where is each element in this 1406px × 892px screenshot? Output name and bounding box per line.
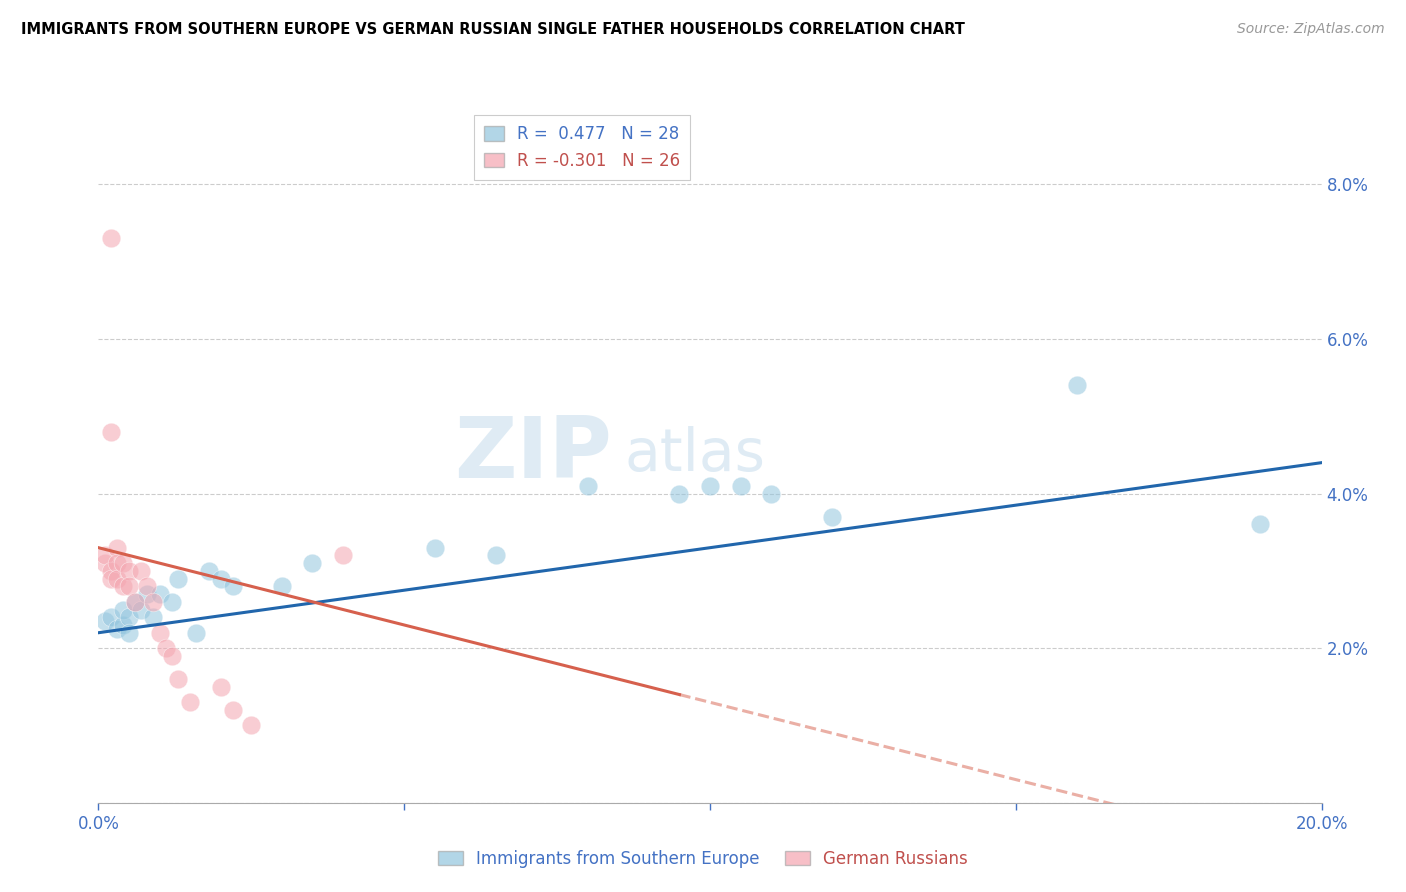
Point	[186, 625, 208, 640]
Point	[240, 718, 263, 732]
Point	[1249, 517, 1271, 532]
Point	[160, 648, 183, 663]
Point	[124, 595, 146, 609]
Point	[105, 541, 128, 555]
Point	[423, 541, 446, 555]
Point	[332, 549, 354, 563]
Point	[759, 486, 782, 500]
Text: Source: ZipAtlas.com: Source: ZipAtlas.com	[1237, 22, 1385, 37]
Point	[105, 572, 128, 586]
Text: ZIP: ZIP	[454, 413, 612, 497]
Point	[118, 579, 141, 593]
Point	[576, 479, 599, 493]
Point	[730, 479, 752, 493]
Point	[668, 486, 690, 500]
Point	[222, 579, 245, 593]
Point	[105, 556, 128, 570]
Point	[149, 587, 172, 601]
Point	[209, 572, 232, 586]
Point	[270, 579, 292, 593]
Point	[485, 549, 508, 563]
Point	[93, 614, 115, 628]
Legend: R =  0.477   N = 28, R = -0.301   N = 26: R = 0.477 N = 28, R = -0.301 N = 26	[474, 115, 690, 179]
Point	[100, 425, 122, 439]
Point	[222, 703, 245, 717]
Point	[197, 564, 219, 578]
Text: IMMIGRANTS FROM SOUTHERN EUROPE VS GERMAN RUSSIAN SINGLE FATHER HOUSEHOLDS CORRE: IMMIGRANTS FROM SOUTHERN EUROPE VS GERMA…	[21, 22, 965, 37]
Point	[118, 610, 141, 624]
Point	[179, 695, 201, 709]
Point	[100, 610, 122, 624]
Point	[105, 622, 128, 636]
Point	[160, 595, 183, 609]
Point	[821, 509, 844, 524]
Point	[100, 564, 122, 578]
Point	[129, 564, 152, 578]
Point	[1066, 378, 1088, 392]
Point	[118, 625, 141, 640]
Point	[301, 556, 323, 570]
Legend: Immigrants from Southern Europe, German Russians: Immigrants from Southern Europe, German …	[432, 844, 974, 875]
Point	[118, 564, 141, 578]
Point	[209, 680, 232, 694]
Point	[136, 579, 159, 593]
Point	[142, 610, 165, 624]
Point	[100, 572, 122, 586]
Point	[93, 549, 115, 563]
Point	[111, 579, 134, 593]
Point	[699, 479, 721, 493]
Point	[149, 625, 172, 640]
Point	[124, 595, 146, 609]
Point	[167, 572, 190, 586]
Point	[100, 231, 122, 245]
Point	[155, 641, 177, 656]
Point	[167, 672, 190, 686]
Point	[129, 602, 152, 616]
Point	[142, 595, 165, 609]
Point	[111, 556, 134, 570]
Text: atlas: atlas	[624, 426, 765, 483]
Point	[136, 587, 159, 601]
Point	[93, 556, 115, 570]
Point	[111, 602, 134, 616]
Point	[111, 618, 134, 632]
